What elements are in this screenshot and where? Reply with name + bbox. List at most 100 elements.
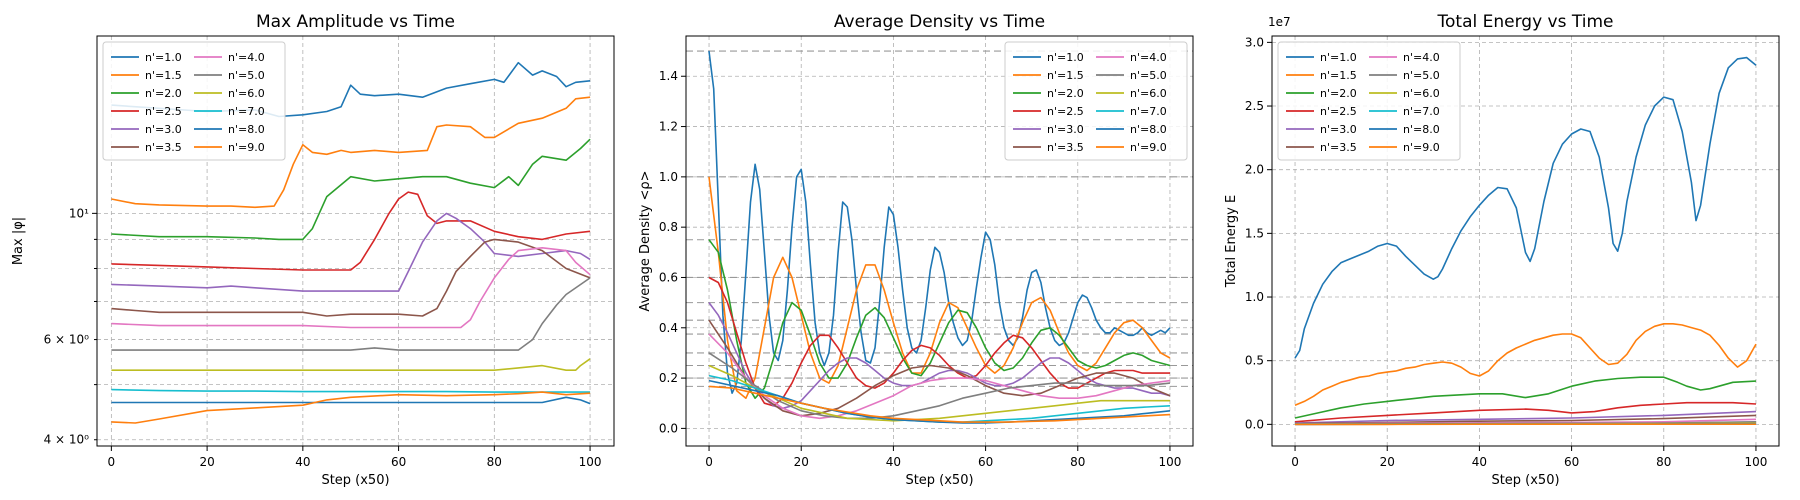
x-tick-label: 40 [1472, 455, 1487, 469]
legend-entry: n'=3.5 [1320, 141, 1357, 154]
series-line-n'=2.5 [1294, 401, 1757, 423]
legend-box [1004, 41, 1188, 161]
legend-entry: n'=6.0 [228, 87, 265, 100]
x-tick-label: 80 [487, 455, 502, 469]
legend-entry: n'=5.0 [1130, 69, 1167, 82]
y-tick-label: 10¹ [69, 206, 89, 220]
legend-box [102, 41, 286, 161]
legend-entry: n'=4.0 [228, 51, 265, 64]
plot-frame [96, 35, 615, 447]
y-tick-label: 1.2 [659, 120, 678, 134]
y-tick-label: 0.0 [659, 421, 678, 435]
legend-entry: n'=1.5 [1047, 69, 1084, 82]
chart-panel-3: 0 20 40 60 80 100 0.0 0.5 1.0 1.5 2.0 2.5 3.0 Total E… [1224, 12, 1780, 488]
series-line-n'=9.0 [111, 391, 591, 424]
x-tick-label: 100 [579, 455, 602, 469]
legend-entry: n'=2.0 [1047, 87, 1084, 100]
series-line-n'=3.0 [1294, 410, 1757, 424]
y-tick-label: 1.0 [1245, 290, 1264, 304]
x-tick-label: 20 [794, 455, 809, 469]
x-tick-label: 40 [295, 455, 310, 469]
series-line-n'=9.0 [708, 385, 1171, 423]
legend-entry: n'=7.0 [228, 105, 265, 118]
series-line-n'=1.5 [111, 96, 591, 209]
series-line-n'=4.0 [708, 333, 1171, 420]
x-axis-label: Step (x50) [905, 473, 973, 488]
legend-entry: n'=8.0 [1130, 123, 1167, 136]
legend-entry: n'=6.0 [1130, 87, 1167, 100]
series-line-n'=2.0 [1294, 376, 1757, 419]
series-line-n'=8.0 [111, 396, 591, 405]
legend-entry: n'=1.0 [1320, 51, 1357, 64]
y-tick-label: 0.8 [659, 220, 678, 234]
plot-frame [1271, 35, 1780, 447]
x-tick-label: 60 [978, 455, 993, 469]
legend-entry: n'=5.0 [1403, 69, 1440, 82]
series-line-n'=2.5 [111, 191, 591, 271]
series-line-n'=5.0 [708, 352, 1171, 420]
legend-entry: n'=7.0 [1403, 105, 1440, 118]
series-line-n'=3.0 [111, 212, 591, 292]
series-line-n'=4.0 [111, 247, 591, 329]
legend-entry: n'=9.0 [1403, 141, 1440, 154]
series-line-n'=7.0 [111, 388, 591, 393]
series-line-n'=3.0 [708, 302, 1171, 410]
y-tick-label: 6 × 10⁰ [44, 333, 90, 347]
series-line-n'=1.0 [1294, 56, 1757, 359]
x-tick-label: 0 [705, 455, 713, 469]
x-tick-label: 0 [1291, 455, 1299, 469]
legend-entry: n'=2.5 [145, 105, 182, 118]
x-tick-label: 0 [108, 455, 116, 469]
legend-entry: n'=3.0 [1047, 123, 1084, 136]
series-line-n'=6.0 [111, 358, 591, 372]
x-tick-label: 100 [1159, 455, 1182, 469]
legend-entry: n'=1.5 [145, 69, 182, 82]
x-tick-label: 80 [1070, 455, 1085, 469]
legend-box [1277, 41, 1461, 161]
y-tick-label: 1.4 [659, 69, 678, 83]
legend-entry: n'=9.0 [1130, 141, 1167, 154]
legend-entry: n'=6.0 [1403, 87, 1440, 100]
chart-title: Total Energy vs Time [1437, 12, 1614, 32]
legend-entry: n'=2.5 [1320, 105, 1357, 118]
x-tick-label: 60 [391, 455, 406, 469]
x-tick-label: 100 [1745, 455, 1768, 469]
x-tick-label: 40 [886, 455, 901, 469]
series-line-n'=5.0 [111, 277, 591, 351]
series-line-n'=1.5 [1294, 322, 1757, 407]
x-axis-label: Step (x50) [321, 473, 389, 488]
chart-panel-1: 0 20 40 60 80 100 4 × 10⁰ 6 × 10⁰ 10¹ Max Amplitu… [11, 12, 615, 488]
legend-entry: n'=9.0 [228, 141, 265, 154]
x-axis-label: Step (x50) [1491, 473, 1559, 488]
legend-entry: n'=2.0 [1320, 87, 1357, 100]
legend-entry: n'=3.0 [145, 123, 182, 136]
series-line-n'=3.5 [708, 319, 1171, 417]
legend-entry: n'=5.0 [228, 69, 265, 82]
x-tick-label: 20 [1380, 455, 1395, 469]
y-tick-label: 1.5 [1245, 226, 1264, 240]
plot-frame [685, 35, 1194, 447]
y-tick-label: 0.4 [659, 321, 678, 335]
legend-entry: n'=4.0 [1130, 51, 1167, 64]
legend-entry: n'=1.5 [1320, 69, 1357, 82]
x-tick-label: 20 [199, 455, 214, 469]
legend: n'=1.0 n'=1.5 n'=2.0 n'=2.5 n'=3.0 n'=3.5 n'=4… [1004, 41, 1188, 161]
series-line-n'=2.0 [708, 239, 1171, 400]
y-scale-multiplier: 1e7 [1268, 15, 1291, 29]
legend-entry: n'=3.0 [1320, 123, 1357, 136]
series-line-n'=8.0 [708, 379, 1171, 424]
y-tick-label: 2.0 [1245, 163, 1264, 177]
y-axis-label: Average Density <ρ> [638, 170, 653, 311]
y-tick-label: 3.0 [1245, 35, 1264, 49]
y-axis-label: Total Energy E [1224, 195, 1239, 288]
legend-entry: n'=1.0 [145, 51, 182, 64]
y-tick-label: 0.0 [1245, 417, 1264, 431]
series-group [708, 51, 1171, 424]
chart-title: Max Amplitude vs Time [256, 12, 455, 32]
legend-entry: n'=8.0 [1403, 123, 1440, 136]
series-line-n'=3.5 [111, 238, 591, 317]
legend-entry: n'=4.0 [1403, 51, 1440, 64]
legend-entry: n'=3.5 [1047, 141, 1084, 154]
y-axis-label: Max |φ| [11, 217, 26, 265]
